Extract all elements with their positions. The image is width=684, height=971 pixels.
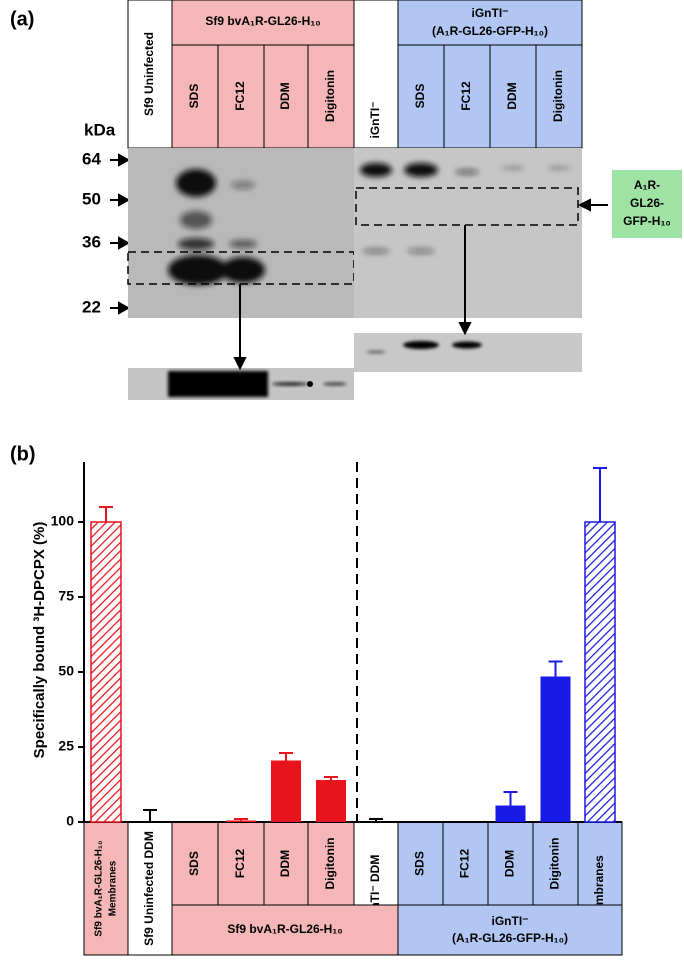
lane-label: Digitonin <box>551 70 565 122</box>
band-label-box <box>612 170 682 238</box>
inset-right <box>354 333 582 372</box>
x-tick-label: FC12 <box>458 849 472 879</box>
bar <box>495 805 526 822</box>
inset-left <box>128 368 354 400</box>
category-box <box>171 821 219 906</box>
x-tick-label: FC12 <box>233 849 247 879</box>
group-label: iGnTI⁻ <box>472 6 509 20</box>
marker-label: 36 <box>82 232 101 251</box>
blot-right <box>354 148 582 318</box>
lane-box <box>489 44 537 149</box>
lane-box <box>171 44 219 149</box>
y-tick-label: 25 <box>58 738 74 754</box>
lane-label: SDS <box>413 84 427 109</box>
x-tick-label: Sf9 bvA₁R-GL26-H₁₀ <box>94 840 105 936</box>
group-box <box>171 904 399 956</box>
category-box <box>397 821 444 906</box>
y-axis-title: Specifically bound ³H-DPCPX (%) <box>31 522 48 759</box>
group-label: Sf9 bvA₁R-GL26-H₁₀ <box>205 14 320 28</box>
y-tick-label: 100 <box>51 513 75 529</box>
group-label: (A₁R-GL26-GFP-H₁₀) <box>432 24 548 38</box>
group-label: iGnTI⁻ <box>492 914 529 928</box>
marker-arrows <box>110 153 131 315</box>
lane-label: iGnTI⁻ <box>368 102 382 139</box>
panel-a: (a) Sf9 Uninfected Sf9 bvA₁R-GL26-H₁₀ SD… <box>10 0 682 400</box>
group-label: (A₁R-GL26-GFP-H₁₀) <box>452 931 568 945</box>
x-tick-label: Digitonin <box>548 838 562 890</box>
bar <box>584 521 616 823</box>
band-label: GFP-H₁₀ <box>623 214 671 228</box>
category-box <box>442 821 489 906</box>
x-tick-label: SDS <box>413 851 427 876</box>
band-label: A₁R- <box>634 178 660 192</box>
x-tick-label: Sf9 Uninfected DDM <box>142 831 156 946</box>
x-tick-label: Membranes <box>108 860 119 916</box>
marker-label: 50 <box>82 189 101 208</box>
lane-label: Digitonin <box>323 70 337 122</box>
category-box <box>263 821 309 906</box>
x-tick-label: DDM <box>503 850 517 877</box>
marker-label: 22 <box>82 297 101 316</box>
arrows <box>233 198 608 371</box>
lane-label: SDS <box>187 84 201 109</box>
lane-box <box>217 44 265 149</box>
y-tick-label: 50 <box>58 663 74 679</box>
category-box <box>487 821 534 906</box>
marker-label: 64 <box>82 149 101 168</box>
group-label: Sf9 bvA₁R-GL26-H₁₀ <box>227 922 342 936</box>
bar <box>271 760 301 822</box>
x-tick-label: SDS <box>187 851 201 876</box>
lane-box <box>397 44 445 149</box>
group-box <box>171 0 355 46</box>
panel-b: (b) Specifically bound ³H-DPCPX (%) Sf9 … <box>10 443 623 956</box>
x-tick-label: Digitonin <box>323 838 337 890</box>
panel-label: (a) <box>10 8 34 30</box>
group-box <box>397 0 583 46</box>
lane-label: FC12 <box>233 81 247 111</box>
bar <box>90 521 122 823</box>
lane-box <box>443 44 491 149</box>
panel-label: (b) <box>10 443 36 465</box>
bar <box>226 820 256 822</box>
lane-box <box>127 0 173 149</box>
category-box <box>83 821 129 956</box>
lane-label: Sf9 Uninfected <box>142 32 156 116</box>
band-label: GL26- <box>630 196 664 210</box>
y-tick-label: 75 <box>58 588 74 604</box>
lane-label: FC12 <box>459 81 473 111</box>
lane-label: DDM <box>278 82 292 109</box>
y-tick-label: 0 <box>66 813 74 829</box>
group-box <box>397 904 623 956</box>
x-tick-label: DDM <box>278 850 292 877</box>
lane-label: DDM <box>505 82 519 109</box>
bar <box>540 676 571 822</box>
bar <box>316 780 346 822</box>
unit-label: kDa <box>84 120 116 139</box>
